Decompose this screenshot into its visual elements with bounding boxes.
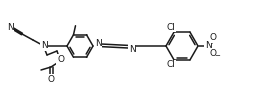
Text: O: O	[210, 49, 217, 59]
Text: N: N	[95, 38, 101, 48]
Text: O: O	[47, 74, 54, 84]
Text: N: N	[41, 41, 47, 50]
Text: Cl: Cl	[167, 60, 176, 69]
Text: N: N	[129, 44, 135, 53]
Text: +: +	[209, 40, 214, 46]
Text: N: N	[205, 42, 211, 51]
Text: N: N	[6, 23, 13, 32]
Text: −: −	[214, 53, 220, 59]
Text: O: O	[57, 55, 64, 64]
Text: O: O	[210, 34, 217, 42]
Text: Cl: Cl	[167, 23, 176, 32]
